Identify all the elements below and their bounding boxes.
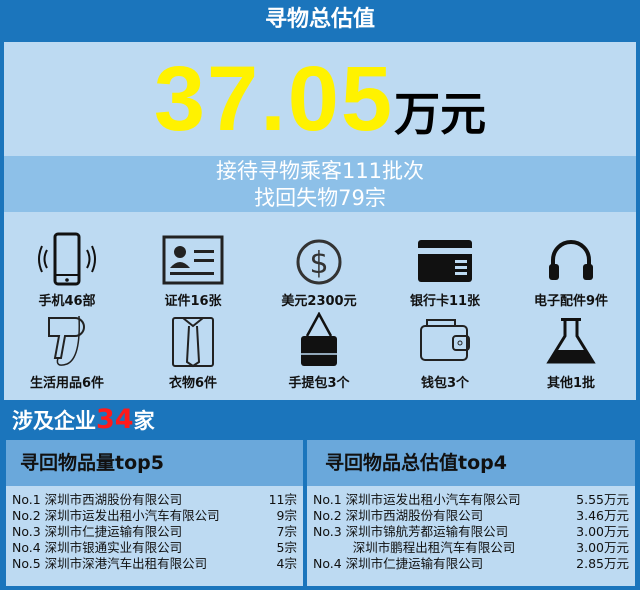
item-label: 美元2300元	[281, 294, 357, 309]
summary-line-2: 找回失物79宗	[254, 186, 386, 210]
item-shirt: 衣物6件	[130, 312, 256, 391]
top-value-title: 寻回物品总估值top4	[307, 440, 635, 486]
item-label: 手提包3个	[288, 376, 350, 391]
top-value-table: 寻回物品总估值top4 No.1 深圳市运发出租小汽车有限公司 5.55万元 No.…	[307, 440, 635, 586]
item-dollar: $ 美元2300元	[256, 232, 382, 309]
company-name: No.3 深圳市锦航芳都运输有限公司	[313, 524, 509, 539]
row-value: 2.85万元	[576, 556, 629, 571]
bank-card-icon	[418, 240, 472, 282]
item-id-card: 证件16张	[130, 232, 256, 309]
company-name: No.2 深圳市运发出租小汽车有限公司	[12, 508, 220, 523]
table-row: No.1 深圳市运发出租小汽车有限公司 5.55万元	[313, 492, 629, 508]
item-label: 生活用品6件	[29, 376, 105, 391]
item-label: 手机46部	[38, 294, 96, 309]
item-label: 证件16张	[164, 294, 222, 309]
table-row: No.5 深圳市深港汽车出租有限公司 4宗	[12, 556, 297, 572]
total-value-panel: 37.05万元	[4, 42, 636, 156]
company-name: No.4 深圳市银通实业有限公司	[12, 540, 183, 555]
table-row: 深圳市鹏程出租汽车有限公司 3.00万元	[313, 540, 629, 556]
enterprise-count: 涉及企业34家	[12, 404, 155, 435]
item-label: 钱包3个	[420, 376, 470, 391]
item-bank-card: 银行卡11张	[382, 232, 508, 309]
table-row: No.3 深圳市仁捷运输有限公司 7宗	[12, 524, 297, 540]
company-name: No.4 深圳市仁捷运输有限公司	[313, 556, 484, 571]
hair-dryer-icon	[48, 315, 85, 366]
table-row: No.4 深圳市银通实业有限公司 5宗	[12, 540, 297, 556]
company-name: No.1 深圳市运发出租小汽车有限公司	[313, 492, 521, 507]
headphones-icon	[549, 240, 593, 280]
company-name: No.2 深圳市西湖股份有限公司	[313, 508, 484, 523]
enterprise-suffix: 家	[133, 409, 155, 433]
page-title: 寻物总估值	[264, 7, 375, 32]
row-value: 3.00万元	[576, 524, 629, 539]
row-value: 5.55万元	[576, 492, 629, 507]
row-value: 3.00万元	[576, 540, 629, 555]
handbag-icon	[301, 312, 337, 366]
item-hair-dryer: 生活用品6件	[4, 312, 130, 391]
row-value: 3.46万元	[576, 508, 629, 523]
table-row: No.3 深圳市锦航芳都运输有限公司 3.00万元	[313, 524, 629, 540]
phone-icon	[38, 232, 96, 286]
shirt-icon	[172, 317, 214, 368]
table-row: No.1 深圳市西湖股份有限公司 11宗	[12, 492, 297, 508]
item-label: 其他1批	[546, 376, 596, 391]
company-name: No.5 深圳市深港汽车出租有限公司	[12, 556, 208, 571]
top-count-title: 寻回物品量top5	[6, 440, 303, 486]
item-phone: 手机46部	[4, 232, 130, 309]
item-handbag: 手提包3个	[256, 312, 382, 391]
table-row: No.4 深圳市仁捷运输有限公司 2.85万元	[313, 556, 629, 572]
item-flask: 其他1批	[508, 312, 634, 391]
wallet-icon	[420, 319, 470, 361]
company-name: No.3 深圳市仁捷运输有限公司	[12, 524, 183, 539]
company-name: No.1 深圳市西湖股份有限公司	[12, 492, 183, 507]
item-wallet: 钱包3个	[382, 312, 508, 391]
summary-band: 接待寻物乘客111批次 找回失物79宗	[4, 156, 636, 212]
item-label: 电子配件9件	[533, 294, 609, 309]
item-label: 衣物6件	[168, 376, 218, 391]
table-row: No.2 深圳市运发出租小汽车有限公司 9宗	[12, 508, 297, 524]
total-value: 37.05	[153, 48, 395, 150]
row-value: 9宗	[276, 508, 297, 523]
svg-text:$: $	[309, 246, 328, 281]
summary-line-1: 接待寻物乘客111批次	[215, 159, 425, 183]
table-row: No.2 深圳市西湖股份有限公司 3.46万元	[313, 508, 629, 524]
enterprise-number: 34	[96, 404, 134, 435]
item-label: 银行卡11张	[409, 294, 481, 309]
row-value: 7宗	[276, 524, 297, 539]
total-unit: 万元	[394, 87, 487, 141]
dollar-icon: $	[296, 239, 342, 285]
row-value: 4宗	[276, 556, 297, 571]
flask-icon	[546, 318, 596, 364]
row-value: 5宗	[276, 540, 297, 555]
company-name: 深圳市鹏程出租汽车有限公司	[313, 540, 516, 555]
row-value: 11宗	[268, 492, 297, 507]
top-count-table: 寻回物品量top5 No.1 深圳市西湖股份有限公司 11宗 No.2 深圳市运发出…	[6, 440, 303, 586]
item-grid: 手机46部 证件16张 $ 美元2300元 银行卡11张 电子配件9件 生活用品…	[4, 212, 636, 400]
item-headphones: 电子配件9件	[508, 232, 634, 309]
enterprise-prefix: 涉及企业	[12, 409, 96, 433]
id-card-icon	[162, 235, 224, 285]
